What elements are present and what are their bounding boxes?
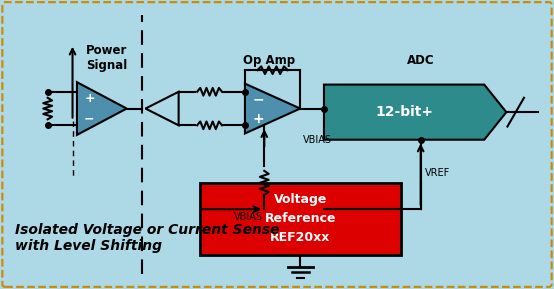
Text: VBIAS: VBIAS — [234, 212, 263, 222]
Text: +: + — [253, 112, 264, 126]
Text: Voltage
Reference
REF20xx: Voltage Reference REF20xx — [265, 193, 336, 244]
Text: −: − — [253, 92, 264, 106]
Polygon shape — [146, 92, 178, 125]
Text: +: + — [84, 92, 95, 105]
Text: Power
Signal: Power Signal — [86, 44, 128, 72]
Polygon shape — [324, 85, 506, 140]
Text: VREF: VREF — [425, 168, 450, 178]
Polygon shape — [245, 84, 300, 134]
Text: VBIAS: VBIAS — [303, 135, 332, 145]
FancyBboxPatch shape — [199, 183, 401, 255]
FancyBboxPatch shape — [2, 2, 552, 287]
Text: Op Amp: Op Amp — [243, 54, 295, 67]
Text: 12-bit+: 12-bit+ — [375, 105, 433, 119]
Text: Isolated Voltage or Current Sense
with Level Shifting: Isolated Voltage or Current Sense with L… — [14, 223, 279, 253]
Text: ADC: ADC — [407, 54, 434, 67]
Polygon shape — [77, 82, 127, 135]
Text: −: − — [84, 113, 95, 126]
